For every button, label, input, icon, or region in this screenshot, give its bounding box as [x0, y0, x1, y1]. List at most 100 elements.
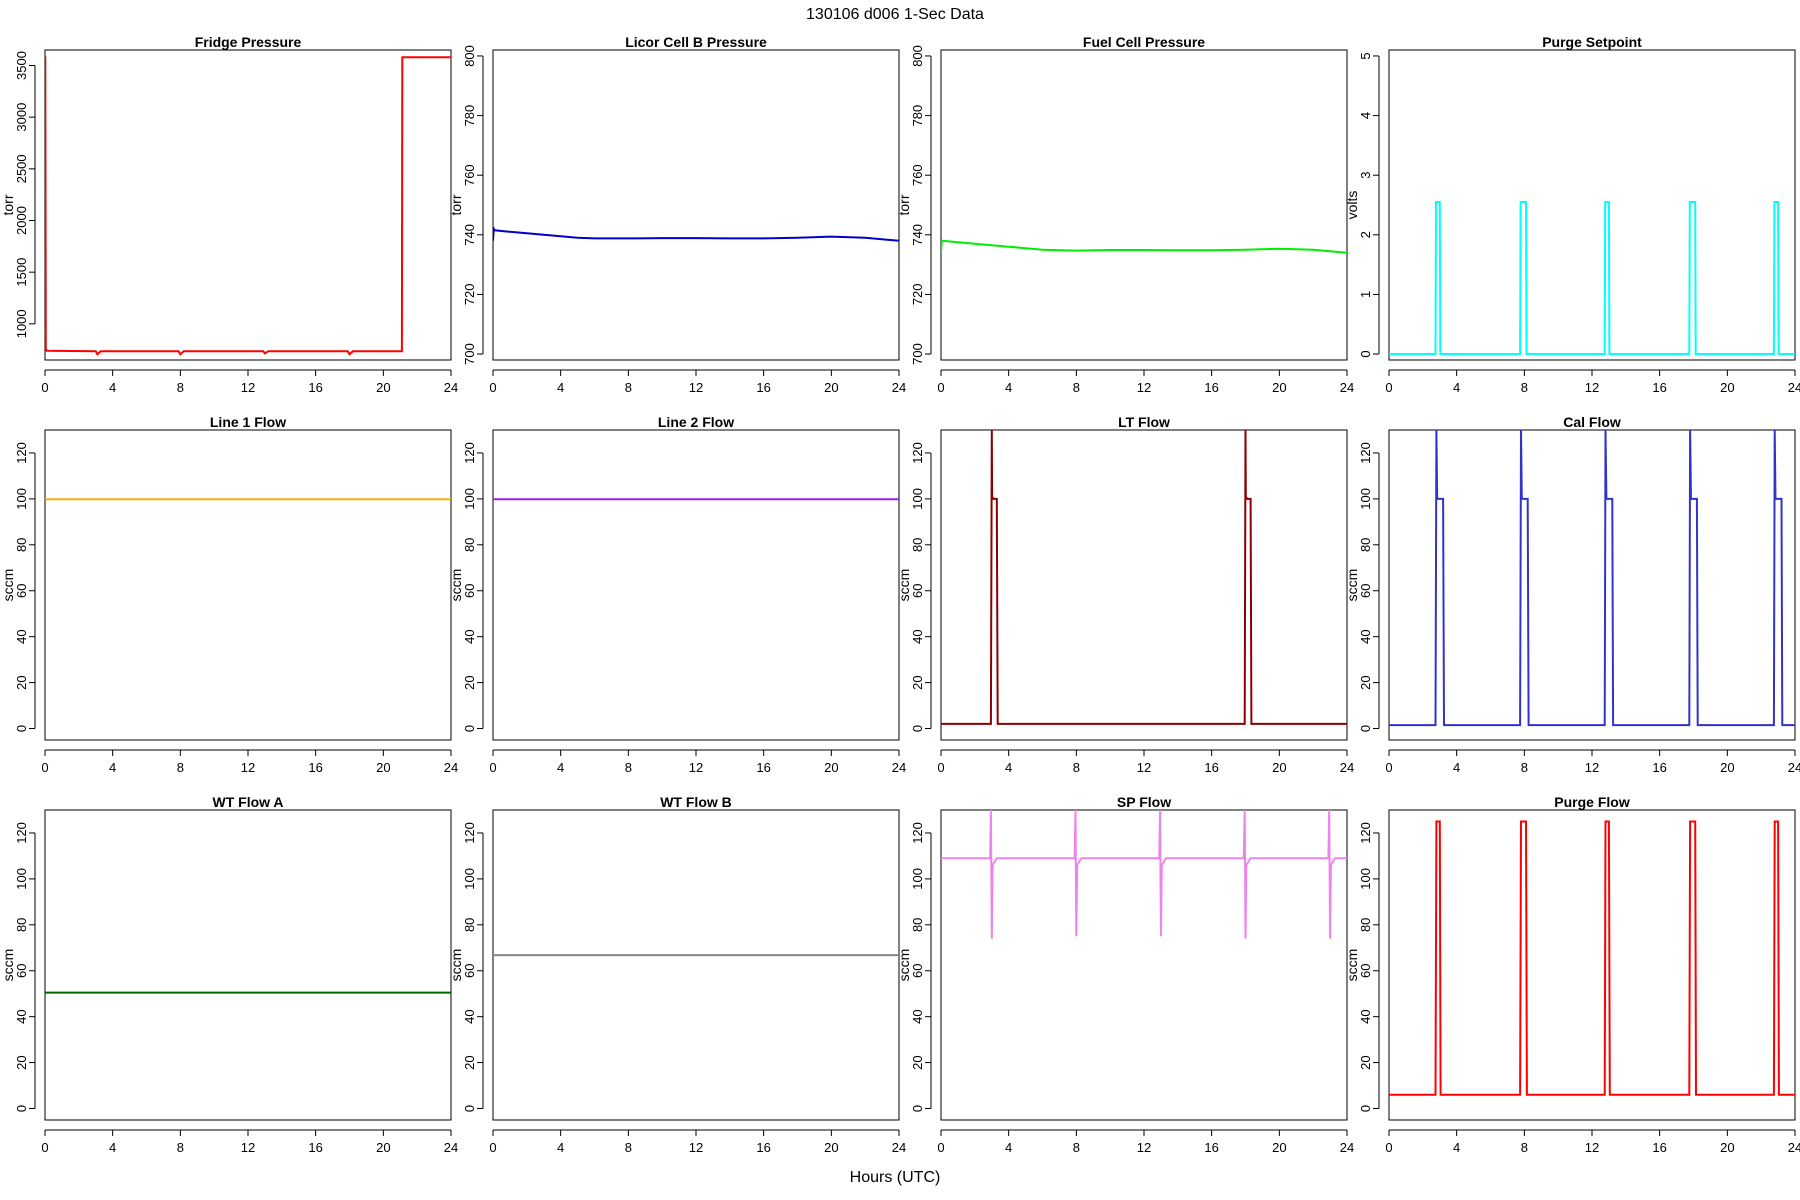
panel: Line 1 Flow sccm 0 4 8 12 16 20 24 0 20 40 60 80 100 12… [0, 414, 458, 775]
y-tick-label: 80 [910, 538, 925, 552]
y-tick-label: 100 [462, 868, 477, 890]
y-tick-label: 100 [1358, 868, 1373, 890]
panel-title: LT Flow [1118, 414, 1170, 430]
y-tick-label: 0 [462, 1105, 477, 1112]
plot-frame [44, 49, 452, 361]
x-tick-label: 8 [625, 1140, 632, 1155]
x-tick-label: 16 [1204, 380, 1218, 395]
plot-frame [1388, 49, 1796, 361]
x-tick-label: 8 [177, 760, 184, 775]
x-tick-label: 24 [1340, 760, 1354, 775]
x-tick-label: 0 [937, 760, 944, 775]
y-tick-label: 760 [462, 164, 477, 186]
y-tick-label: 0 [14, 1105, 29, 1112]
y-tick-label: 20 [910, 675, 925, 689]
y-tick-label: 760 [910, 164, 925, 186]
y-axis-label: torr [448, 194, 464, 215]
x-tick-label: 20 [376, 1140, 390, 1155]
figure-xlabel: Hours (UTC) [850, 1169, 941, 1186]
x-tick-label: 24 [444, 760, 458, 775]
y-tick-label: 20 [462, 675, 477, 689]
x-tick-label: 16 [756, 760, 770, 775]
x-tick-label: 8 [177, 1140, 184, 1155]
x-tick-label: 0 [1385, 1140, 1392, 1155]
x-tick-label: 8 [1521, 760, 1528, 775]
x-tick-label: 20 [376, 380, 390, 395]
x-tick-label: 8 [177, 380, 184, 395]
y-tick-label: 2 [1358, 231, 1373, 238]
x-tick-label: 4 [1005, 760, 1012, 775]
x-tick-label: 0 [41, 380, 48, 395]
y-tick-label: 20 [14, 1055, 29, 1069]
panel-title: Fuel Cell Pressure [1083, 34, 1205, 50]
panel: Fuel Cell Pressure torr 0 4 8 12 16 20 24 700 720 7… [896, 34, 1354, 395]
x-tick-label: 16 [1204, 760, 1218, 775]
y-tick-label: 60 [1358, 964, 1373, 978]
x-tick-label: 8 [1073, 1140, 1080, 1155]
plot-frame [940, 429, 1348, 741]
y-tick-label: 120 [1358, 442, 1373, 464]
y-tick-label: 780 [462, 105, 477, 127]
y-tick-label: 80 [910, 918, 925, 932]
x-tick-label: 16 [756, 380, 770, 395]
x-tick-label: 24 [1340, 1140, 1354, 1155]
y-tick-label: 60 [1358, 584, 1373, 598]
series-line [941, 430, 1347, 725]
y-tick-label: 40 [14, 1009, 29, 1023]
y-axis-label: sccm [0, 569, 16, 602]
series-line [1389, 430, 1795, 727]
plot-frame [1388, 429, 1796, 741]
y-axis-label: sccm [1344, 569, 1360, 602]
x-tick-label: 24 [444, 380, 458, 395]
panel: Purge Flow sccm 0 4 8 12 16 20 24 0 20 40 60 80 100 120 [1344, 794, 1800, 1155]
y-tick-label: 80 [462, 918, 477, 932]
panel: WT Flow A sccm 0 4 8 12 16 20 24 0 20 40 60 80 100 120 [0, 794, 458, 1155]
figure-title: 130106 d006 1-Sec Data [806, 6, 984, 23]
y-tick-label: 0 [14, 725, 29, 732]
x-tick-label: 20 [1272, 1140, 1286, 1155]
y-tick-label: 60 [14, 964, 29, 978]
panel-title: Line 2 Flow [658, 414, 734, 430]
panel: WT Flow B sccm 0 4 8 12 16 20 24 0 20 40 60 80 100 120 [448, 794, 906, 1155]
plot-frame [44, 429, 452, 741]
series-line [493, 225, 899, 242]
y-axis-label: sccm [448, 569, 464, 602]
series-line [941, 810, 1347, 939]
x-tick-label: 0 [1385, 760, 1392, 775]
x-tick-label: 12 [1137, 1140, 1151, 1155]
y-tick-label: 40 [14, 629, 29, 643]
x-tick-label: 0 [489, 1140, 496, 1155]
y-tick-label: 120 [462, 442, 477, 464]
y-tick-label: 20 [910, 1055, 925, 1069]
x-tick-label: 0 [489, 760, 496, 775]
y-tick-label: 80 [1358, 918, 1373, 932]
plot-frame [492, 429, 900, 741]
y-tick-label: 2500 [14, 154, 29, 183]
y-axis-label: torr [896, 194, 912, 215]
x-tick-label: 20 [824, 380, 838, 395]
y-tick-label: 120 [1358, 822, 1373, 844]
x-tick-label: 24 [1788, 1140, 1800, 1155]
y-axis-label: sccm [1344, 949, 1360, 982]
y-tick-label: 80 [14, 538, 29, 552]
y-tick-label: 80 [1358, 538, 1373, 552]
y-tick-label: 60 [910, 584, 925, 598]
x-tick-label: 20 [1720, 1140, 1734, 1155]
panel: Cal Flow sccm 0 4 8 12 16 20 24 0 20 40 60 80 100 120 [1344, 414, 1800, 775]
x-tick-label: 16 [1652, 1140, 1666, 1155]
x-tick-label: 4 [1453, 380, 1460, 395]
y-axis-label: sccm [448, 949, 464, 982]
x-tick-label: 0 [937, 380, 944, 395]
x-tick-label: 8 [1073, 380, 1080, 395]
plot-frame [1388, 809, 1796, 1121]
y-axis-label: torr [0, 194, 16, 215]
x-tick-label: 16 [308, 380, 322, 395]
y-tick-label: 80 [462, 538, 477, 552]
y-tick-label: 0 [910, 1105, 925, 1112]
x-tick-label: 12 [241, 760, 255, 775]
series-line [1389, 201, 1795, 355]
y-tick-label: 700 [910, 343, 925, 365]
panel-title: Line 1 Flow [210, 414, 286, 430]
panel: Fridge Pressure torr 0 4 8 12 16 20 24 1000 1500 20… [0, 34, 458, 395]
x-tick-label: 12 [689, 1140, 703, 1155]
